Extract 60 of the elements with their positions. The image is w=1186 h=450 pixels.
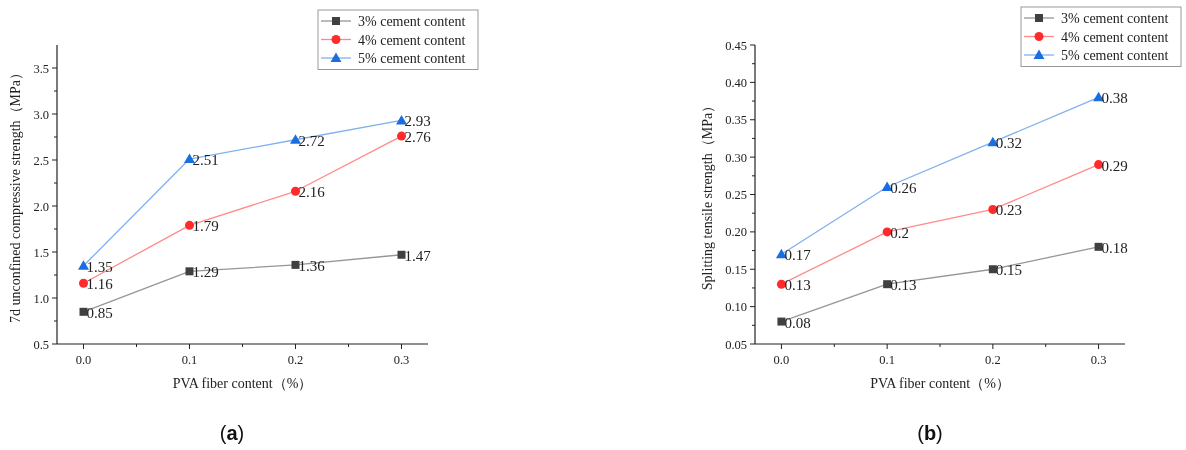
data-label: 2.76	[404, 129, 432, 146]
y-axis-title: 7d unconfined compressive strength（MPa）	[8, 65, 23, 324]
data-label: 1.79	[192, 218, 219, 235]
y-tick-label: 0.15	[725, 262, 747, 277]
x-tick-label: 0.0	[75, 353, 92, 367]
y-axis-title: Splitting tensile strength（MPa）	[700, 98, 715, 291]
x-tick-label: 0.3	[1090, 353, 1107, 367]
data-label: 0.13	[890, 277, 917, 294]
x-tick-label: 0.1	[879, 353, 895, 367]
data-label: 1.16	[86, 276, 114, 293]
data-label: 0.13	[784, 277, 811, 294]
x-tick-label: 0.2	[287, 353, 304, 367]
data-label: 1.29	[192, 264, 219, 281]
y-tick-label: 0.45	[725, 38, 747, 53]
y-tick-label: 1.0	[33, 291, 49, 306]
y-tick-label: 3.5	[33, 61, 49, 76]
data-label: 1.35	[86, 258, 113, 275]
data-label: 1.36	[298, 257, 326, 274]
data-label: 0.15	[995, 262, 1023, 279]
data-label: 2.93	[404, 113, 431, 130]
text: (a)	[219, 422, 245, 444]
y-tick-label: 3.0	[33, 107, 49, 122]
x-tick-label: 0.2	[985, 353, 1001, 367]
x-tick-label: 0.3	[393, 353, 410, 367]
x-tick-label: 0.1	[181, 353, 198, 367]
legend-label: 3% cement content	[358, 14, 466, 29]
y-tick-label: 1.5	[33, 245, 49, 260]
legend-label: 5% cement content	[358, 51, 466, 66]
data-label: 0.26	[890, 180, 917, 197]
data-label: 2.72	[298, 132, 325, 149]
x-axis-title: PVA fiber content（%）	[870, 376, 1010, 391]
y-tick-label: 0.5	[33, 337, 49, 352]
y-tick-label: 0.10	[725, 300, 747, 315]
data-label: 0.18	[1101, 239, 1128, 256]
y-tick-label: 0.20	[725, 225, 747, 240]
y-tick-label: 2.0	[33, 199, 49, 214]
data-label: 0.17	[784, 247, 812, 264]
x-axis-title: PVA fiber content（%）	[172, 376, 313, 391]
y-tick-label: 0.25	[725, 188, 747, 202]
legend-label: 4% cement content	[358, 32, 466, 48]
y-tick-label: 2.5	[33, 153, 49, 168]
data-label: 0.2	[890, 224, 909, 241]
data-label: 0.32	[995, 135, 1023, 152]
y-tick-label: 0.40	[725, 75, 747, 90]
data-label: 0.08	[784, 314, 811, 331]
data-label: 0.23	[995, 202, 1023, 219]
data-label: 2.16	[298, 184, 326, 201]
legend-label: 3% cement content	[1061, 11, 1169, 26]
y-tick-label: 0.05	[725, 337, 747, 352]
text: (b)	[917, 422, 943, 444]
y-tick-label: 0.35	[725, 113, 747, 128]
data-label: 0.38	[1101, 90, 1128, 107]
y-tick-label: 0.30	[725, 150, 747, 165]
data-label: 1.47	[404, 247, 432, 264]
legend-label: 5% cement content	[1061, 48, 1169, 63]
x-tick-label: 0.0	[773, 353, 790, 367]
data-label: 0.85	[86, 304, 113, 321]
data-label: 2.51	[192, 152, 219, 169]
legend-label: 4% cement content	[1061, 29, 1169, 45]
data-label: 0.29	[1101, 157, 1128, 174]
